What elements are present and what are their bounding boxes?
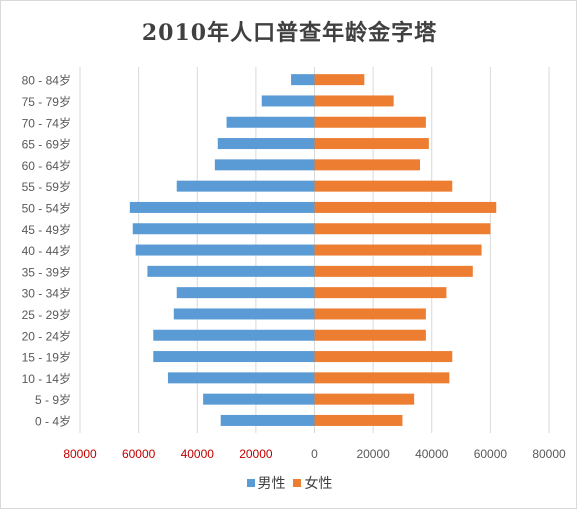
legend: 男性 女性 — [1, 473, 577, 493]
female-bar-14 — [314, 116, 426, 128]
female-bar-12 — [314, 159, 421, 171]
male-bar-8 — [135, 244, 315, 256]
female-bar-11 — [314, 180, 453, 192]
female-bar-6 — [314, 287, 447, 299]
category-label: 55 - 59岁 — [22, 179, 71, 194]
y-axis-labels: 0 - 4岁 5 - 9岁 10 - 14岁 15 - 19岁 20 - 24岁 25 -… — [22, 73, 71, 429]
category-label: 50 - 54岁 — [22, 200, 71, 215]
male-bar-16 — [291, 74, 315, 86]
chart-title: 2010年人口普查年龄金字塔 — [141, 20, 438, 46]
legend-swatch-female — [293, 479, 302, 487]
bars — [129, 74, 497, 426]
category-label: 65 - 69岁 — [22, 137, 71, 152]
female-bar-15 — [314, 95, 394, 107]
male-bar-7 — [147, 265, 315, 277]
legend-item-male: 男性 — [246, 473, 286, 493]
female-bar-9 — [314, 223, 491, 235]
x-tick-label: 0 — [311, 447, 318, 461]
category-label: 80 - 84岁 — [22, 73, 71, 88]
category-label: 5 - 9岁 — [35, 392, 71, 407]
category-label: 75 - 79岁 — [22, 94, 71, 109]
category-label: 45 - 49岁 — [22, 222, 71, 237]
male-bar-15 — [261, 95, 315, 107]
x-tick-label: 60000 — [122, 447, 156, 461]
female-bar-2 — [314, 372, 450, 384]
male-bar-3 — [153, 351, 315, 363]
male-bar-4 — [153, 329, 315, 341]
category-label: 0 - 4岁 — [35, 413, 71, 428]
category-label: 15 - 19岁 — [22, 350, 71, 365]
x-tick-label: 80000 — [63, 447, 97, 461]
x-tick-label: 40000 — [415, 447, 449, 461]
x-tick-label: 80000 — [532, 447, 566, 461]
male-bar-5 — [173, 308, 315, 320]
female-bar-7 — [314, 265, 473, 277]
x-tick-label: 60000 — [474, 447, 508, 461]
male-bar-13 — [217, 138, 315, 150]
female-bar-16 — [314, 74, 365, 86]
legend-item-female: 女性 — [293, 473, 332, 493]
female-bar-4 — [314, 329, 426, 341]
male-bar-11 — [176, 180, 315, 192]
female-bar-5 — [314, 308, 426, 320]
category-label: 20 - 24岁 — [22, 328, 71, 343]
female-bar-13 — [314, 138, 429, 150]
female-bar-10 — [314, 201, 497, 213]
male-bar-2 — [167, 372, 315, 384]
male-bar-6 — [176, 287, 315, 299]
category-label: 40 - 44岁 — [22, 243, 71, 258]
category-label: 25 - 29岁 — [22, 307, 71, 322]
female-bar-8 — [314, 244, 482, 256]
legend-swatch-male — [246, 479, 255, 487]
category-label: 70 - 74岁 — [22, 115, 71, 130]
x-axis-labels: 80000 60000 40000 20000 0 20000 40000 60000 8000… — [63, 447, 566, 461]
x-tick-label: 40000 — [181, 447, 215, 461]
legend-label-female: 女性 — [304, 475, 333, 491]
female-bar-3 — [314, 351, 453, 363]
category-label: 35 - 39岁 — [22, 264, 71, 279]
female-bar-1 — [314, 393, 415, 405]
male-bar-10 — [129, 201, 315, 213]
category-label: 10 - 14岁 — [22, 371, 71, 386]
category-label: 30 - 34岁 — [22, 286, 71, 301]
male-bar-12 — [214, 159, 315, 171]
male-bar-0 — [220, 414, 315, 426]
legend-label-male: 男性 — [257, 475, 286, 491]
male-bar-1 — [203, 393, 315, 405]
male-bar-9 — [132, 223, 315, 235]
female-bar-0 — [314, 414, 403, 426]
male-bar-14 — [226, 116, 315, 128]
x-tick-label: 20000 — [239, 447, 273, 461]
category-label: 60 - 64岁 — [22, 158, 71, 173]
x-tick-label: 20000 — [356, 447, 390, 461]
